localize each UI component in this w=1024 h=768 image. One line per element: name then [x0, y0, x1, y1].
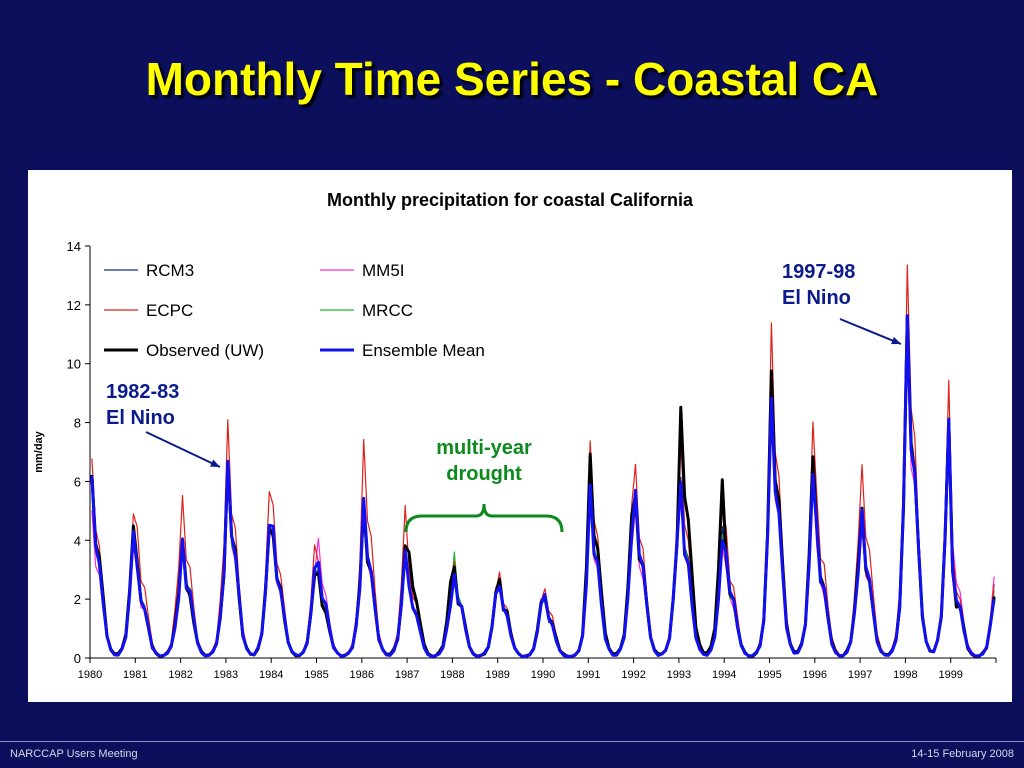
- annotation-drought: drought: [446, 463, 522, 485]
- x-tick-label: 1990: [531, 669, 555, 681]
- x-tick-label: 1987: [395, 669, 419, 681]
- arrow-el-nino-1997: [839, 318, 902, 345]
- footer-right: 14-15 February 2008: [911, 748, 1014, 760]
- x-tick-label: 1997: [848, 669, 872, 681]
- slide-title: Monthly Time Series - Coastal CA: [145, 53, 879, 105]
- legend-label: Ensemble Mean: [362, 341, 485, 360]
- arrow-el-nino-1997-head: [891, 336, 901, 345]
- drought-brace: [404, 503, 564, 533]
- annotation-el-nino-1997: El Nino: [782, 287, 851, 309]
- x-tick-label: 1985: [304, 669, 328, 681]
- x-tick-label: 1993: [667, 669, 691, 681]
- x-tick-label: 1988: [440, 669, 464, 681]
- chart-panel: Monthly precipitation for coastal Califo…: [28, 170, 1012, 702]
- x-tick-label: 1999: [938, 669, 962, 681]
- x-tick-label: 1984: [259, 669, 283, 681]
- x-tick-label: 1989: [485, 669, 509, 681]
- precipitation-chart: Monthly precipitation for coastal Califo…: [33, 190, 997, 681]
- legend-label: RCM3: [146, 261, 194, 280]
- footer-left: NARCCAP Users Meeting: [10, 748, 138, 760]
- legend-label: MM5I: [362, 261, 405, 280]
- x-tick-label: 1981: [123, 669, 147, 681]
- x-tick-label: 1986: [350, 669, 374, 681]
- x-tick-label: 1982: [168, 669, 192, 681]
- y-tick-label: 0: [74, 651, 81, 666]
- y-axis-title: mm/day: [33, 430, 45, 472]
- annotation-el-nino-1982: 1982-83: [106, 381, 179, 403]
- annotation-el-nino-1982: El Nino: [106, 407, 175, 429]
- y-tick-label: 8: [74, 416, 81, 431]
- series-line-ensemble-mean: [90, 314, 996, 658]
- legend-label: MRCC: [362, 301, 413, 320]
- annotations: 1982-83 El Nino 1997-98 El Nino multi-year dr…: [106, 261, 902, 533]
- x-tick-label: 1992: [621, 669, 645, 681]
- series-lines: [90, 264, 996, 658]
- x-tick-label: 1996: [803, 669, 827, 681]
- x-tick-label: 1991: [576, 669, 600, 681]
- y-tick-label: 14: [67, 239, 81, 254]
- x-tick-label: 1995: [757, 669, 781, 681]
- arrow-el-nino-1982-head: [210, 459, 220, 467]
- x-tick-label: 1994: [712, 669, 736, 681]
- x-tick-label: 1983: [214, 669, 238, 681]
- annotation-el-nino-1997: 1997-98: [782, 261, 855, 283]
- y-tick-label: 10: [67, 357, 81, 372]
- y-tick-label: 12: [67, 298, 81, 313]
- chart-title: Monthly precipitation for coastal Califo…: [327, 190, 694, 210]
- annotation-drought: multi-year: [436, 437, 532, 459]
- legend-label: ECPC: [146, 301, 193, 320]
- legend: RCM3 MM5I ECPC MRCC Observed (UW) Ensemble Me…: [104, 261, 485, 360]
- y-tick-label: 6: [74, 474, 81, 489]
- arrow-el-nino-1982: [145, 431, 221, 468]
- legend-label: Observed (UW): [146, 341, 264, 360]
- footer-rule: [0, 741, 1024, 742]
- x-tick-label: 1998: [893, 669, 917, 681]
- x-tick-label: 1980: [78, 669, 102, 681]
- y-tick-label: 4: [74, 533, 81, 548]
- y-tick-label: 2: [74, 592, 81, 607]
- axes: 0 2 4 6 8 10 12 14 1980 1981 1982 1983 1984 1985 1986 1…: [67, 239, 997, 681]
